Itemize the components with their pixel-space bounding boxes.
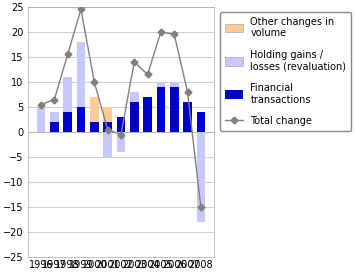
Bar <box>90 117 99 132</box>
Bar <box>63 112 72 132</box>
Bar <box>183 102 192 132</box>
Bar <box>183 122 192 132</box>
Bar <box>143 97 152 132</box>
Bar <box>130 92 138 132</box>
Bar <box>103 122 112 132</box>
Bar <box>103 107 112 122</box>
Bar <box>77 42 85 132</box>
Bar <box>143 112 152 132</box>
Bar <box>170 82 179 132</box>
Bar <box>103 132 112 157</box>
Bar <box>50 122 59 132</box>
Bar <box>63 77 72 132</box>
Bar <box>157 82 165 132</box>
Bar <box>197 112 205 132</box>
Bar <box>50 112 59 132</box>
Bar <box>197 132 205 222</box>
Bar <box>130 102 138 132</box>
Bar <box>157 87 165 132</box>
Legend: Other changes in
volume, Holding gains /
losses (revaluation), Financial
transac: Other changes in volume, Holding gains /… <box>220 12 351 131</box>
Bar <box>37 107 45 132</box>
Bar <box>116 117 125 132</box>
Bar <box>90 122 99 132</box>
Bar <box>77 107 85 132</box>
Bar <box>170 87 179 132</box>
Bar <box>90 97 99 122</box>
Bar <box>116 132 125 152</box>
